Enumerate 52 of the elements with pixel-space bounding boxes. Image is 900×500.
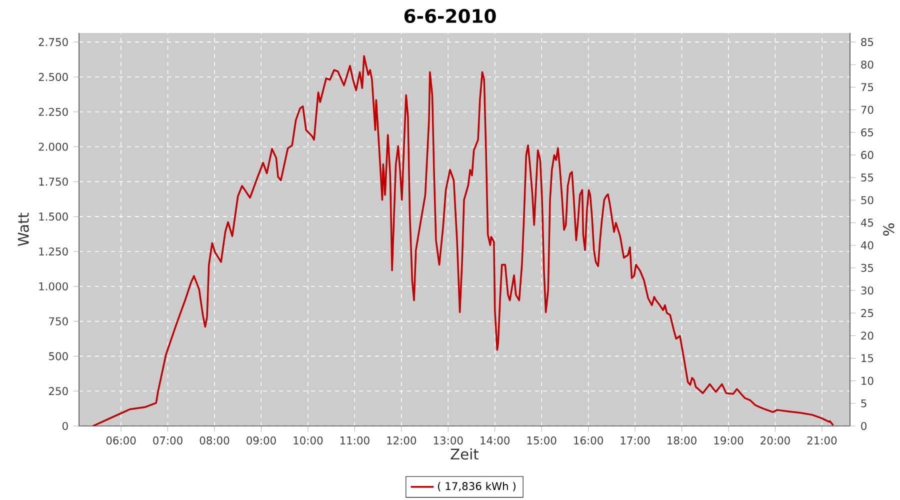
x-tick-label: 18:00	[668, 436, 696, 444]
y-tick-label: 250	[49, 387, 68, 396]
x-tick-label: 21:00	[807, 436, 837, 444]
y-axis-title: Watt	[18, 212, 29, 246]
y2-tick-label: 75	[861, 83, 874, 92]
x-tick-label: 20:00	[760, 436, 790, 444]
y2-tick-label: 30	[861, 286, 874, 295]
x-tick-label: 07:00	[153, 436, 182, 444]
y-tick-label: 1.250	[39, 247, 68, 256]
x-tick-label: 19:00	[714, 436, 744, 444]
y2-tick-label: 40	[860, 241, 874, 250]
x-tick-label: 08:00	[200, 436, 230, 444]
y2-tick-label: 5	[861, 399, 866, 408]
x-tick-label: 15:00	[527, 436, 556, 444]
y-tick-label: 1.000	[39, 282, 68, 290]
line-series	[92, 55, 834, 426]
y2-tick-label: 0	[861, 422, 867, 430]
y2-tick-label: 50	[861, 196, 874, 204]
y2-tick-label: 65	[861, 128, 874, 136]
y2-tick-label: 20	[861, 332, 874, 340]
y2-tick-label: 15	[862, 354, 874, 362]
x-tick-label: 09:00	[246, 436, 276, 444]
y-tick-label: 2.500	[38, 72, 68, 81]
y2-tick-label: 45	[860, 218, 874, 227]
y-tick-label: 750	[49, 317, 68, 326]
y2-tick-label: 10	[862, 376, 874, 385]
x-tick-label: 11:00	[340, 436, 370, 444]
y2-tick-label: 55	[861, 174, 874, 182]
y-tick-label: 1.500	[39, 212, 68, 221]
x-tick-label: 16:00	[574, 436, 603, 444]
y2-tick-label: 85	[861, 38, 874, 46]
chart-title: 6-6-2010	[404, 8, 496, 24]
x-tick-label: 13:00	[434, 436, 463, 444]
x-tick-label: 06:00	[106, 436, 136, 444]
y-tick-label: 0	[62, 422, 68, 430]
y2-tick-label: 35	[861, 264, 874, 272]
y-tick-label: 500	[49, 352, 68, 360]
x-tick-label: 10:00	[294, 436, 323, 444]
x-axis-title: Zeit	[450, 448, 479, 460]
y2-tick-label: 25	[861, 309, 874, 318]
x-tick-label: 17:00	[620, 436, 650, 444]
x-tick-label: 14:00	[480, 436, 510, 444]
legend-label: ( 17,836 kWh )	[438, 482, 516, 492]
y2-tick-label: 60	[861, 150, 874, 159]
y-tick-label: 2.750	[38, 38, 68, 46]
y2-tick-label: 70	[861, 106, 874, 114]
y2-tick-label: 80	[861, 60, 874, 69]
x-tick-label: 12:00	[387, 436, 416, 444]
y-tick-label: 2.250	[38, 108, 68, 116]
y-tick-label: 2.000	[38, 142, 68, 151]
y-tick-label: 1.750	[39, 178, 68, 186]
y2-axis-title: %	[883, 223, 894, 236]
